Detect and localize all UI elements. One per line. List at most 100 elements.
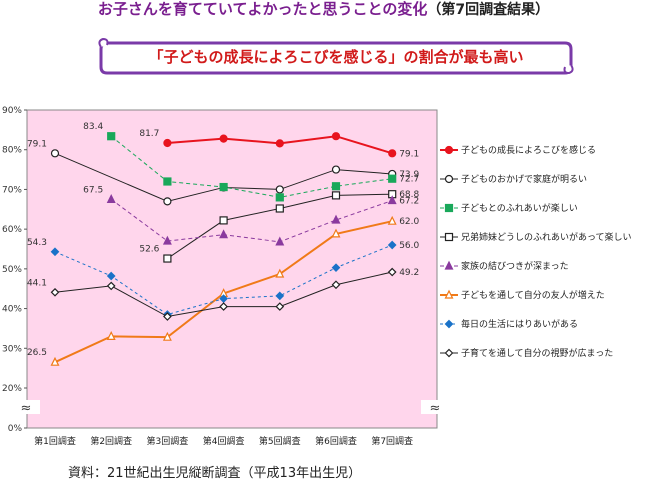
y-tick-label: 20% xyxy=(2,384,22,394)
data-label: 62.0 xyxy=(399,217,419,227)
data-point xyxy=(275,291,285,301)
data-point xyxy=(275,302,285,311)
data-label: 67.5 xyxy=(83,185,103,195)
legend-label: 子どもの成長によろこびを感じる xyxy=(461,144,596,156)
data-point xyxy=(387,240,397,250)
plot-area xyxy=(26,109,438,429)
data-point xyxy=(444,145,454,155)
data-point xyxy=(331,280,341,290)
x-tick-label: 第6回調査 xyxy=(315,435,357,447)
y-tick-label: 90% xyxy=(2,106,22,116)
data-point xyxy=(219,182,228,192)
banner-scroll-frame xyxy=(98,37,574,75)
legend: 子どもの成長によろこびを感じる子どものおかげで家庭が明るい子どもとのふれあいが楽… xyxy=(440,144,632,359)
series-3: 83.4 72.7 xyxy=(83,122,419,202)
data-point xyxy=(275,236,285,246)
axis-break-bg xyxy=(421,400,449,414)
legend-label: 毎日の生活にはりあいがある xyxy=(461,318,578,330)
data-point xyxy=(331,263,341,273)
y-tick-label: 70% xyxy=(2,185,22,195)
data-point xyxy=(106,281,116,291)
data-point xyxy=(275,204,284,213)
data-point xyxy=(331,165,341,174)
data-point xyxy=(106,331,116,340)
data-point xyxy=(388,149,397,158)
axis-break-bg xyxy=(12,400,40,414)
legend-label: 子どものおかげで家庭が明るい xyxy=(461,173,587,185)
data-point xyxy=(219,216,228,225)
data-point xyxy=(50,149,60,158)
data-point xyxy=(163,254,172,263)
data-point xyxy=(106,271,116,281)
data-point xyxy=(444,232,454,242)
data-point xyxy=(50,356,60,366)
data-point xyxy=(106,194,116,203)
data-label: 79.1 xyxy=(27,139,47,149)
axis-break-mark: ≈ xyxy=(21,401,32,416)
x-tick-label: 第5回調査 xyxy=(259,435,301,447)
x-tick-label: 第3回調査 xyxy=(147,435,189,447)
banner-text: 「子どもの成長によろこびを感じる」の割合が最も高い xyxy=(148,48,524,66)
series-6: 26.5 62.0 xyxy=(27,215,420,366)
x-tick-label: 第1回調査 xyxy=(34,435,76,447)
legend-label: 兄弟姉妹どうしのふれあいがあって楽しい xyxy=(461,231,632,243)
y-tick-label: 80% xyxy=(2,146,22,156)
y-tick-label: 60% xyxy=(2,225,22,235)
series-line xyxy=(110,198,393,243)
headline-banner: 「子どもの成長によろこびを感じる」の割合が最も高い xyxy=(97,37,575,75)
data-point xyxy=(444,319,454,329)
data-point xyxy=(444,174,454,184)
y-tick-label: 50% xyxy=(2,265,22,275)
legend-label: 子育てを通して自分の視野が広まった xyxy=(461,347,613,359)
data-point xyxy=(162,235,172,245)
series-8: 44.1 49.2 xyxy=(27,267,419,321)
data-point xyxy=(163,177,172,186)
data-label: 44.1 xyxy=(27,278,47,288)
data-point xyxy=(387,215,397,225)
data-point xyxy=(388,174,397,183)
data-point xyxy=(163,312,172,321)
data-point xyxy=(219,294,228,303)
data-point xyxy=(163,197,172,206)
x-tick-label: 第7回調査 xyxy=(371,435,413,447)
data-label: 83.4 xyxy=(83,122,103,132)
data-point xyxy=(50,247,60,257)
data-point xyxy=(219,302,228,311)
data-label: 56.0 xyxy=(399,241,419,251)
series-line xyxy=(110,135,393,198)
data-point xyxy=(331,228,341,238)
legend-label: 家族の結びつきが深まった xyxy=(461,260,569,272)
series-7: 54.3 56.0 xyxy=(27,238,420,319)
data-point xyxy=(163,138,172,148)
data-point xyxy=(331,182,341,191)
data-point xyxy=(444,348,454,358)
data-point xyxy=(444,260,454,270)
chart-title-main: お子さんを育てていてよかったと思うことの変化 xyxy=(97,0,428,18)
source-note: 資料：21世紀出生児縦断調査（平成13年出生児） xyxy=(68,466,362,481)
data-point xyxy=(387,195,397,205)
series-line xyxy=(54,152,393,202)
data-point xyxy=(275,185,284,194)
y-tick-label: 40% xyxy=(2,305,22,315)
data-label: 54.3 xyxy=(27,238,47,248)
x-tick-label: 第4回調査 xyxy=(203,435,245,447)
data-point xyxy=(387,267,397,277)
data-label: 67.2 xyxy=(399,197,419,207)
data-label: 52.6 xyxy=(139,245,159,255)
axis-break-mark: ≈ xyxy=(430,401,441,416)
chart-title-suffix: （第7回調査結果） xyxy=(427,2,550,18)
series-5: 67.5 67.2 xyxy=(83,185,419,246)
y-tick-label: 0% xyxy=(8,424,23,434)
data-label: 79.1 xyxy=(399,149,419,159)
data-point xyxy=(275,193,284,202)
data-point xyxy=(219,134,228,143)
data-label: 68.8 xyxy=(399,190,419,200)
data-point xyxy=(331,132,341,141)
data-point xyxy=(275,139,284,148)
data-label: 73.9 xyxy=(399,170,419,180)
legend-label: 子どもを通して自分の友人が増えた xyxy=(461,289,605,301)
legend-label: 子どもとのふれあいが楽しい xyxy=(461,202,578,214)
data-point xyxy=(219,229,229,239)
data-point xyxy=(331,214,341,224)
